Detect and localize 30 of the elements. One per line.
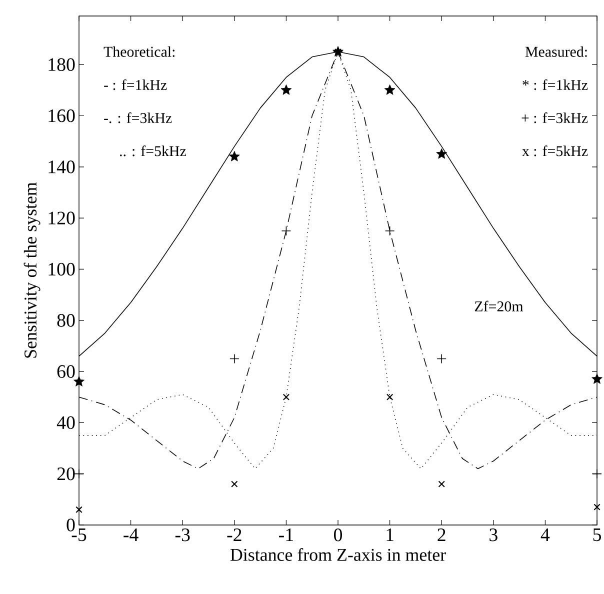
annotation: Measured: (525, 46, 587, 57)
annotation: - : f=1kHz (104, 79, 167, 90)
x-tick-label: 4 (540, 528, 550, 541)
y-tick-label: 180 (48, 58, 75, 71)
annotation: + : f=3kHz (522, 112, 588, 124)
x-tick-label: -3 (175, 528, 190, 542)
annotation: x : f=5kHz (522, 146, 588, 156)
x-axis-title: Distance from Z-axis in meter (230, 548, 446, 561)
annotation: * : f=1kHz (522, 79, 588, 90)
x-tick-label: 0 (334, 528, 342, 542)
x-tick-label: -1 (279, 528, 293, 541)
y-tick-label: 80 (57, 314, 75, 327)
x-tick-label: 2 (438, 528, 446, 542)
y-tick-label: 20 (57, 467, 75, 480)
y-tick-label: 120 (48, 212, 75, 224)
y-axis-title: Sensitivity of the system (24, 182, 40, 358)
x-tick-label: -2 (227, 528, 242, 542)
x-tick-label: -4 (124, 528, 138, 541)
annotation: .. : f=5kHz (120, 146, 186, 156)
y-tick-label: 100 (48, 262, 75, 276)
y-tick-label: 160 (48, 109, 75, 122)
x-tick-label: 5 (593, 528, 601, 542)
y-tick-label: 140 (48, 160, 75, 174)
annotation: Theoretical: (104, 46, 175, 57)
annotation: Zf=20m (474, 300, 524, 312)
y-tick-label: 60 (57, 365, 75, 378)
x-tick-label: 3 (490, 528, 498, 542)
y-tick-label: 40 (56, 416, 75, 430)
x-tick-label: 1 (386, 528, 394, 541)
annotation: -. : f=3kHz (104, 112, 172, 124)
